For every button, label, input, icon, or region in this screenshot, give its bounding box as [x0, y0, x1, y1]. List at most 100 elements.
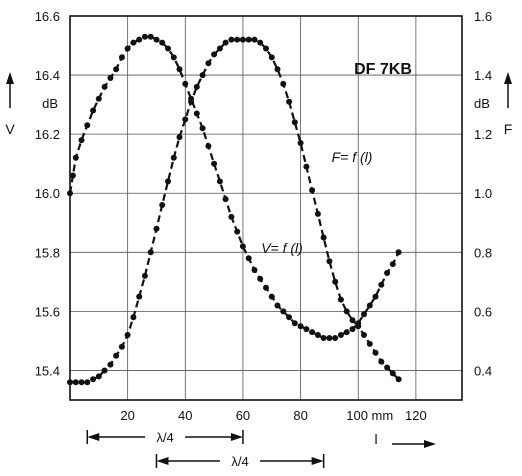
- data-point: [274, 66, 281, 73]
- data-point: [395, 376, 402, 383]
- title-box: DF 7KB: [354, 61, 412, 78]
- x-tick-label: 100 mm: [346, 408, 393, 423]
- data-point: [303, 163, 310, 170]
- span-label: λ/4: [156, 430, 173, 445]
- data-point: [78, 137, 85, 144]
- lambda-spans: λ/4 λ/4: [86, 430, 325, 469]
- chart-title: DF 7KB: [354, 61, 412, 78]
- data-point: [118, 343, 125, 350]
- data-point: [245, 36, 252, 43]
- data-point: [199, 125, 206, 132]
- data-point: [124, 45, 131, 52]
- data-point: [291, 320, 298, 327]
- data-point: [320, 234, 327, 241]
- data-point: [69, 172, 76, 179]
- data-point: [303, 326, 310, 333]
- x-tick-label: 80: [293, 408, 307, 423]
- data-point: [355, 323, 362, 330]
- data-point: [176, 66, 183, 73]
- left-tick-label: 16.6: [35, 9, 60, 24]
- data-point: [378, 358, 385, 365]
- data-point: [170, 154, 177, 161]
- data-point: [239, 36, 246, 43]
- data-point: [153, 36, 160, 43]
- span-label: λ/4: [231, 454, 248, 469]
- data-point: [130, 39, 137, 46]
- data-point: [193, 110, 200, 117]
- data-point: [378, 281, 385, 288]
- data-point: [216, 178, 223, 185]
- series-layer: [67, 33, 402, 386]
- data-point: [90, 376, 97, 383]
- data-point: [251, 267, 258, 273]
- data-point: [384, 270, 391, 276]
- data-point: [176, 134, 183, 141]
- left-unit-label: dB: [42, 96, 58, 111]
- data-point: [251, 36, 258, 43]
- data-point: [67, 190, 73, 197]
- left-axis-arrow: [6, 72, 14, 108]
- data-point: [182, 80, 189, 87]
- data-point: [263, 284, 269, 291]
- data-point: [349, 326, 356, 333]
- data-point: [245, 255, 252, 262]
- x-tick-label: 20: [120, 408, 134, 423]
- data-point: [193, 83, 200, 90]
- data-point: [343, 308, 350, 315]
- span-arrowhead: [230, 433, 243, 441]
- data-point: [84, 379, 91, 386]
- right-tick-labels: 1.6 1.4 1.2 1.0 0.8 0.6 0.4: [474, 9, 492, 378]
- series-v: [67, 33, 402, 341]
- data-point: [314, 210, 321, 217]
- data-point: [159, 39, 166, 46]
- x-tick-labels: 20 40 60 80 100 mm 120: [120, 408, 426, 423]
- data-point: [211, 51, 218, 58]
- data-point: [101, 83, 108, 90]
- right-tick-label: 1.4: [474, 68, 492, 83]
- data-point: [320, 335, 327, 341]
- data-point: [309, 329, 316, 336]
- data-point: [170, 54, 177, 61]
- data-point: [366, 302, 373, 309]
- data-point: [372, 349, 379, 356]
- data-point: [118, 54, 125, 61]
- data-point: [332, 278, 339, 285]
- data-point: [182, 116, 189, 123]
- x-axis-arrow: [392, 440, 436, 448]
- right-unit-label: dB: [474, 96, 490, 111]
- right-tick-label: 1.0: [474, 186, 492, 201]
- lambda-span: λ/4: [155, 454, 325, 469]
- data-point: [222, 39, 229, 46]
- data-point: [147, 33, 154, 40]
- data-point: [234, 228, 241, 235]
- data-point: [107, 361, 114, 368]
- data-point: [84, 122, 91, 129]
- left-tick-label: 16.0: [35, 186, 60, 201]
- data-point: [124, 332, 131, 338]
- data-point: [72, 154, 79, 161]
- data-point: [332, 335, 339, 341]
- left-tick-labels: 16.6 16.4 16.2 16.0 15.8 15.6 15.4: [35, 9, 60, 378]
- span-arrowhead: [87, 433, 100, 441]
- data-point: [153, 225, 160, 232]
- data-point: [95, 373, 102, 380]
- data-point: [297, 323, 304, 330]
- data-point: [141, 33, 148, 40]
- data-point: [349, 317, 356, 324]
- data-point: [72, 379, 79, 386]
- span-arrowhead: [156, 457, 169, 465]
- data-point: [286, 98, 293, 105]
- data-point: [326, 335, 333, 341]
- data-point: [234, 36, 241, 43]
- data-point: [337, 296, 344, 303]
- data-point: [297, 140, 304, 146]
- data-point: [228, 36, 235, 43]
- lambda-span: λ/4: [86, 430, 244, 445]
- data-point: [389, 261, 396, 268]
- data-point: [372, 293, 379, 300]
- right-tick-label: 1.2: [474, 127, 492, 142]
- data-point: [165, 45, 171, 52]
- data-point: [384, 364, 391, 371]
- data-point: [257, 275, 264, 282]
